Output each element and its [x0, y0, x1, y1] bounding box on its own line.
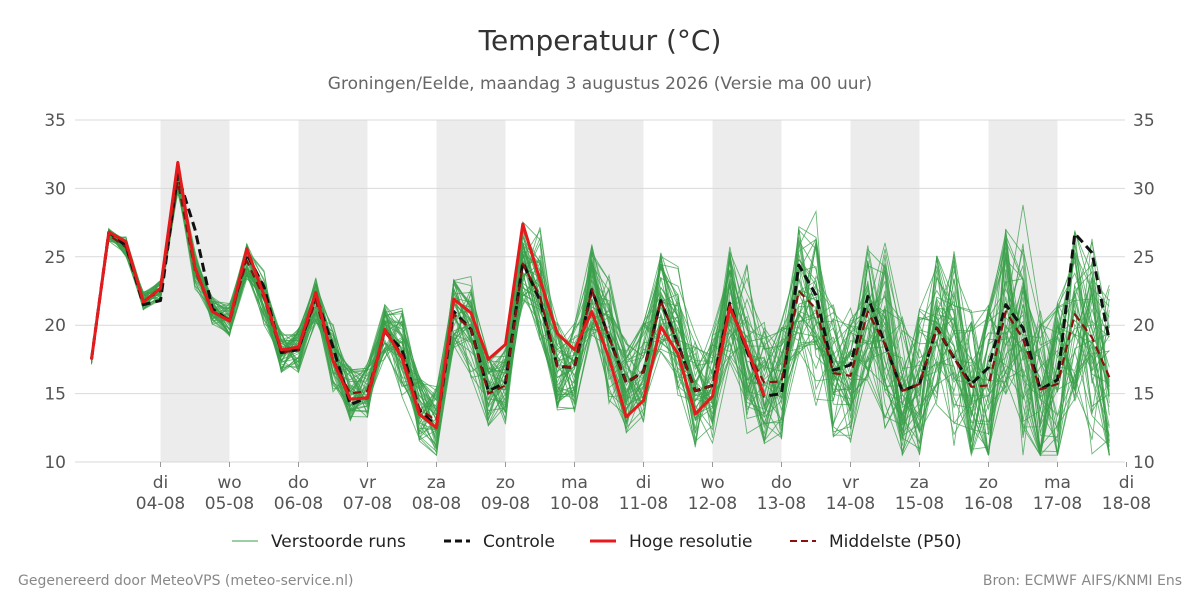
- y-tick-left: 10: [44, 453, 66, 473]
- median-series-line: [90, 180, 1111, 423]
- day-band: [298, 120, 368, 462]
- x-tick-date: 09-08: [481, 494, 530, 514]
- x-tick-day: za: [427, 473, 446, 493]
- x-tick-date: 18-08: [1102, 494, 1151, 514]
- x-tick-date: 17-08: [1033, 494, 1082, 514]
- x-tick-day: zo: [979, 473, 998, 493]
- y-tick-right: 10: [1133, 453, 1155, 473]
- legend-label-ensemble: Verstoorde runs: [271, 532, 406, 552]
- y-tick-right: 20: [1133, 316, 1155, 336]
- y-tick-right: 30: [1133, 179, 1155, 199]
- x-tick-day: vr: [359, 473, 376, 493]
- day-band: [160, 120, 230, 462]
- x-tick-date: 11-08: [619, 494, 668, 514]
- legend-label-control: Controle: [483, 532, 555, 552]
- x-tick-day: za: [910, 473, 929, 493]
- y-tick-left: 30: [44, 179, 66, 199]
- footer-source: Bron: ECMWF AIFS/KNMI Ens: [983, 573, 1182, 589]
- x-tick-day: di: [1119, 473, 1135, 493]
- ensemble-run-line: [91, 190, 1110, 446]
- x-tick-date: 05-08: [205, 494, 254, 514]
- x-tick-day: wo: [700, 473, 724, 493]
- y-tick-right: 15: [1133, 385, 1155, 405]
- x-tick-date: 12-08: [688, 494, 737, 514]
- chart-subtitle: Groningen/Eelde, maandag 3 augustus 2026…: [328, 74, 872, 94]
- x-tick-date: 13-08: [757, 494, 806, 514]
- ensemble-run-line: [91, 180, 1110, 453]
- y-tick-left: 25: [44, 248, 66, 268]
- legend-label-hires: Hoge resolutie: [629, 532, 753, 552]
- ensemble-run-line: [91, 185, 1110, 456]
- y-tick-left: 35: [44, 111, 66, 131]
- x-tick-day: do: [771, 473, 792, 493]
- x-tick-day: zo: [496, 473, 515, 493]
- x-tick-date: 07-08: [343, 494, 392, 514]
- x-tick-day: do: [288, 473, 309, 493]
- ensemble-run-line: [91, 169, 1110, 449]
- x-tick-day: wo: [217, 473, 241, 493]
- chart-title: Temperatuur (°C): [478, 24, 722, 57]
- x-axis-ticks: di04-08wo05-08do06-08vr07-08za08-08zo09-…: [136, 462, 1151, 514]
- x-tick-day: ma: [1044, 473, 1071, 493]
- x-tick-date: 16-08: [964, 494, 1013, 514]
- x-tick-date: 06-08: [274, 494, 323, 514]
- x-tick-day: di: [636, 473, 652, 493]
- legend-label-median: Middelste (P50): [829, 532, 962, 552]
- x-tick-date: 15-08: [895, 494, 944, 514]
- x-tick-day: vr: [842, 473, 859, 493]
- ensemble-run-line: [91, 182, 1110, 455]
- x-tick-day: di: [153, 473, 169, 493]
- y-tick-left: 15: [44, 385, 66, 405]
- main-series-lines: [90, 160, 1111, 430]
- x-tick-date: 04-08: [136, 494, 185, 514]
- footer-generator: Gegenereerd door MeteoVPS (meteo-service…: [18, 573, 353, 589]
- ensemble-run-line: [91, 188, 1110, 456]
- x-tick-day: ma: [561, 473, 588, 493]
- x-tick-date: 10-08: [550, 494, 599, 514]
- y-axis-ticks: 10 10 15 15 20 20 25 25 30 30 35 35: [44, 111, 1154, 473]
- y-tick-right: 25: [1133, 248, 1155, 268]
- hires-series-line: [90, 160, 766, 430]
- y-tick-left: 20: [44, 316, 66, 336]
- x-tick-date: 08-08: [412, 494, 461, 514]
- y-tick-right: 35: [1133, 111, 1155, 131]
- x-tick-date: 14-08: [826, 494, 875, 514]
- ensemble-run-line: [91, 185, 1110, 436]
- legend: Verstoorde runs Controle Hoge resolutie …: [232, 532, 962, 552]
